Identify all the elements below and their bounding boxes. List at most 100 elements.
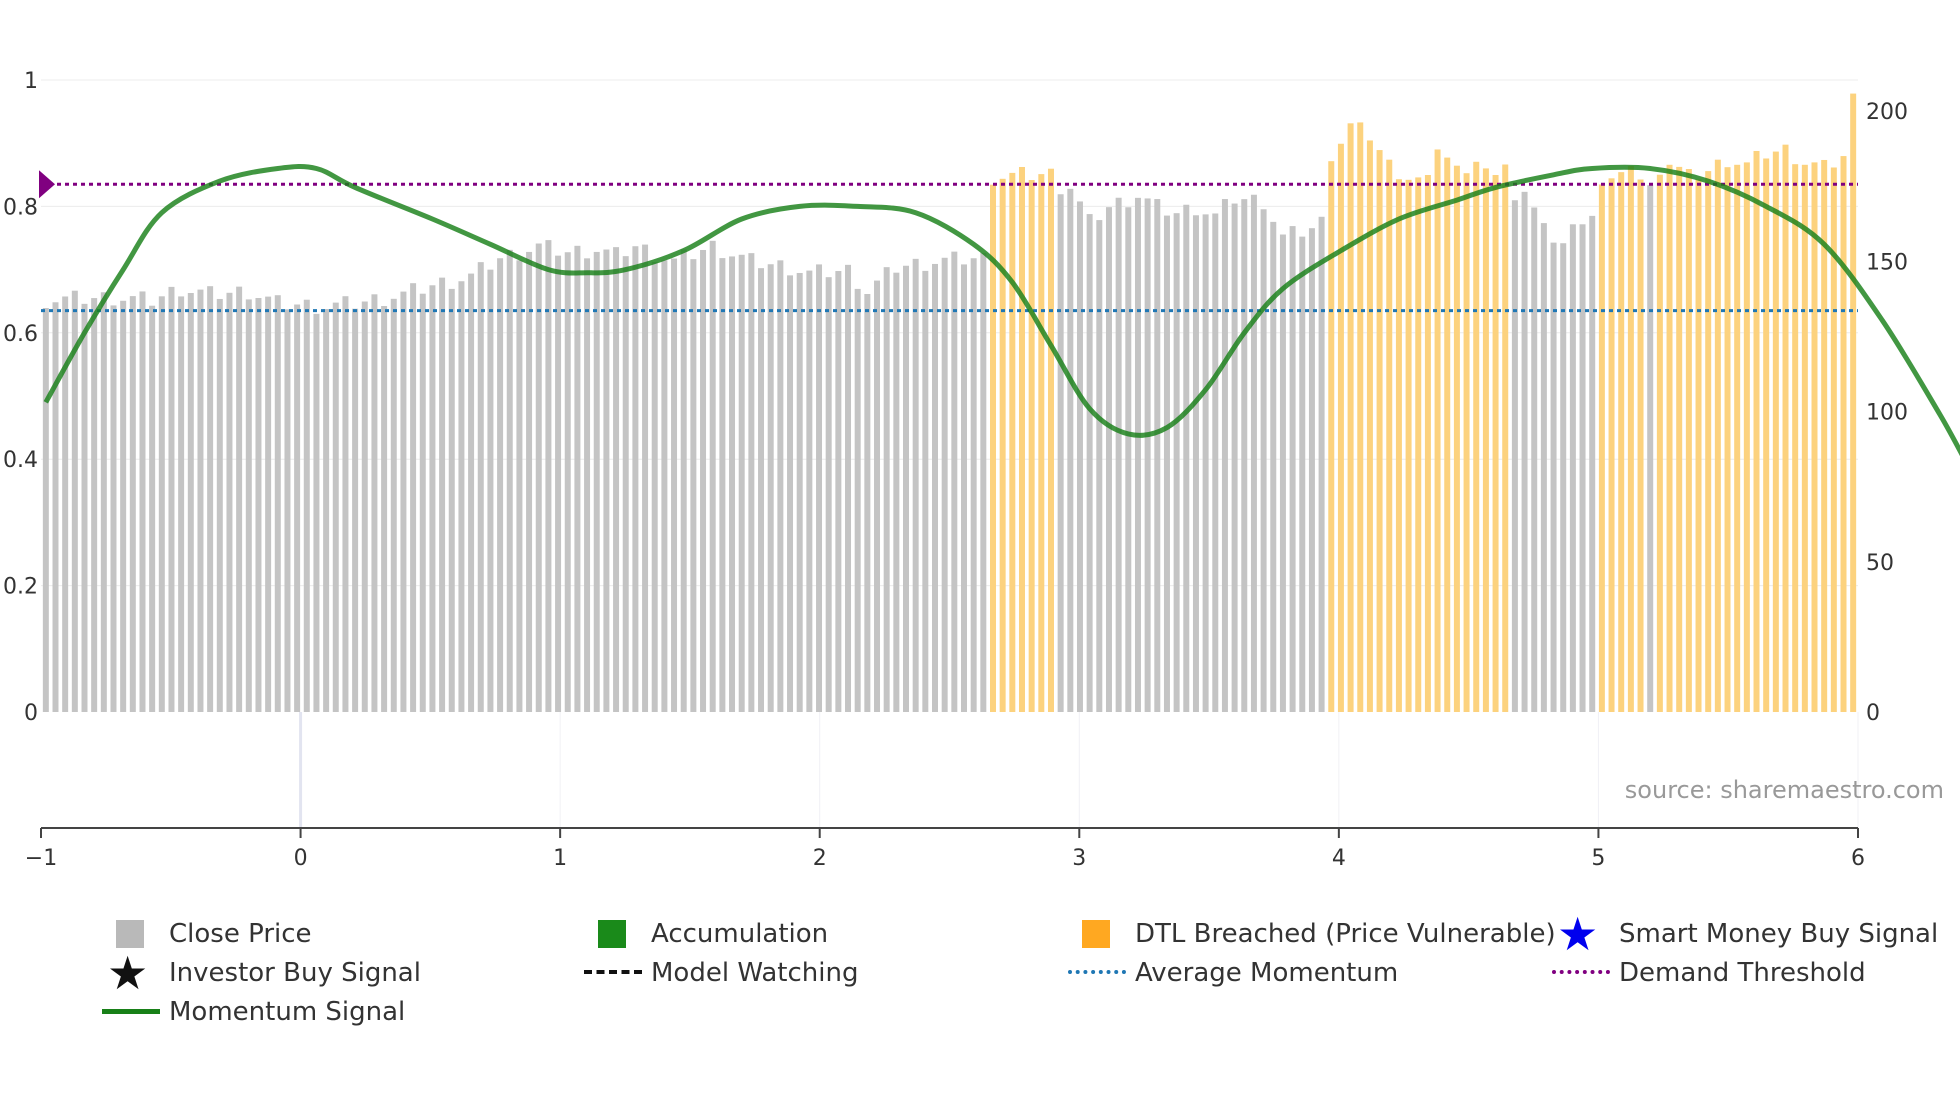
dtl-breached-bar [1821, 159, 1828, 713]
close-price-bar [564, 252, 571, 713]
dtl-breached-bar [1792, 164, 1799, 712]
close-price-bar [1550, 242, 1557, 712]
close-price-bar [236, 286, 243, 712]
legend-symbol [1545, 956, 1615, 990]
dtl-breached-bar [1386, 159, 1393, 712]
x-tick-label: 3 [1072, 846, 1086, 871]
close-price-bar [690, 259, 697, 712]
close-price-bar [1279, 234, 1286, 712]
dtl-breached-bar [1038, 174, 1045, 713]
legend-item: Accumulation [577, 917, 828, 951]
dtl-breached-bar [1608, 178, 1615, 712]
close-price-bar [680, 249, 687, 712]
close-price-bar [632, 246, 639, 712]
legend-label: Model Watching [651, 958, 859, 988]
close-price-bar [439, 277, 446, 712]
close-price-bar [245, 299, 252, 712]
left-tick-label: 1 [24, 69, 38, 94]
close-price-bar [458, 281, 465, 712]
legend-symbol [1061, 956, 1131, 990]
left-tick-label: 0.6 [3, 322, 38, 347]
dtl-breached-bar [1598, 184, 1605, 713]
dtl-breached-bar [1666, 164, 1673, 713]
close-price-bar [709, 240, 716, 712]
close-price-bar [922, 270, 929, 712]
close-price-bar [603, 249, 610, 712]
dtl-breached-bar [1018, 166, 1025, 713]
close-price-bar [178, 296, 185, 712]
close-price-bar [1531, 207, 1538, 712]
dtl-breached-bar [999, 178, 1006, 712]
close-price-bar [1192, 215, 1199, 712]
dtl-breached-bar [1763, 158, 1770, 713]
dtl-breached-bar [1753, 150, 1760, 713]
dtl-breached-bar [1366, 140, 1373, 712]
close-price-bar [1560, 243, 1567, 712]
close-price-bar [1241, 199, 1248, 712]
close-price-bar [864, 294, 871, 712]
dtl-breached-bar [1473, 161, 1480, 712]
close-price-bar [526, 251, 533, 712]
legend-symbol [95, 995, 165, 1029]
close-price-bar [487, 269, 494, 712]
close-price-bar [371, 294, 378, 712]
price-bars [42, 93, 1857, 713]
close-price-bar [226, 292, 233, 712]
dtl-breached-bar [1444, 157, 1451, 712]
close-price-bar [1144, 198, 1151, 712]
source-note: source: sharemaestro.com [1625, 776, 1944, 804]
close-price-bar [796, 272, 803, 712]
close-price-bar [110, 305, 117, 712]
close-price-bar [1163, 215, 1170, 712]
close-price-bar [545, 240, 552, 713]
dtl-breached-bar [1482, 168, 1489, 712]
close-price-bar [1308, 228, 1315, 712]
dtl-breached-bar [1405, 179, 1412, 712]
close-price-bar [642, 244, 649, 712]
close-price-bar [883, 267, 890, 712]
close-price-bar [1096, 220, 1103, 712]
close-price-bar [535, 243, 542, 712]
legend-label: Investor Buy Signal [169, 958, 421, 988]
dtl-breached-bar [1676, 166, 1683, 712]
dtl-breached-bar [1463, 173, 1470, 712]
dtl-breached-bar [1772, 151, 1779, 712]
close-price-bar [139, 291, 146, 712]
close-price-bar [1115, 197, 1122, 713]
close-price-bar [1579, 224, 1586, 713]
legend-item: Demand Threshold [1545, 956, 1866, 990]
close-price-bar [777, 260, 784, 712]
legend-label: Average Momentum [1135, 958, 1399, 988]
legend-symbol [95, 917, 165, 951]
close-price-bar [516, 260, 523, 712]
dtl-breached-bar [1705, 171, 1712, 713]
left-tick-label: 0 [24, 701, 38, 726]
close-price-bar [62, 296, 69, 712]
left-axis-ticks: 0 0.2 0.4 0.6 0.8 1 [3, 69, 38, 726]
close-price-bar [120, 300, 127, 712]
close-price-bar [323, 309, 330, 712]
close-price-bar [932, 263, 938, 712]
close-price-bar [313, 313, 320, 712]
close-price-bar [448, 288, 455, 712]
momentum-signal-line [43, 164, 1960, 457]
close-price-bar [255, 298, 262, 712]
close-price-bar [274, 295, 281, 712]
close-price-bar [700, 249, 707, 713]
dtl-breached-bar [1357, 122, 1364, 713]
close-price-bar [381, 306, 388, 712]
x-tick-label: 4 [1332, 846, 1346, 871]
legend-item: Momentum Signal [95, 995, 405, 1029]
close-price-bar [197, 289, 204, 712]
close-price-bar [912, 258, 919, 712]
legend-label: Demand Threshold [1619, 958, 1866, 988]
close-price-bar [42, 308, 49, 712]
x-tick-label: 6 [1851, 846, 1865, 871]
close-price-bar [622, 256, 629, 712]
dtl-breached-bar [1492, 175, 1499, 712]
legend-item: Average Momentum [1061, 956, 1398, 990]
demand-threshold-marker [39, 170, 55, 199]
close-price-bar [1231, 203, 1238, 713]
close-price-bar [400, 291, 407, 712]
